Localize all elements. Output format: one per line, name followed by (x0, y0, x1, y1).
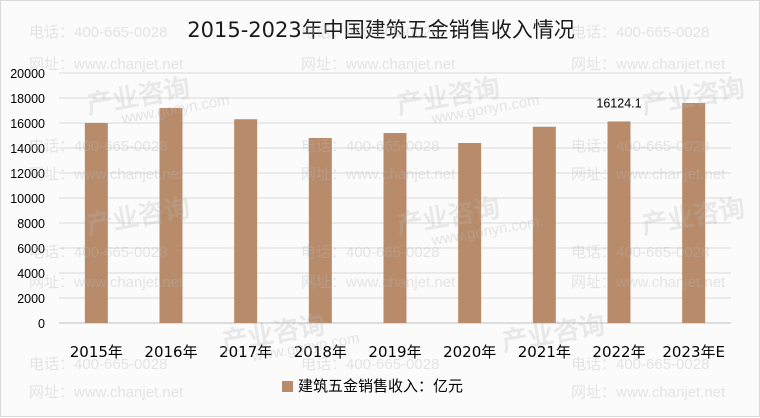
x-tick-label: 2019年 (368, 343, 421, 361)
x-tick-label: 2015年 (70, 343, 123, 361)
y-tick-label: 4000 (17, 267, 45, 281)
x-tick-label: 2020年 (443, 343, 496, 361)
bar (159, 108, 183, 323)
bar (84, 123, 108, 323)
y-tick-label: 10000 (10, 192, 45, 206)
x-axis: 2015年 2016年 2017年 2018年 2019年 2020年 2021年 2022年… (70, 343, 725, 361)
y-axis: 0 2000 4000 6000 8000 10000 12000 14000 16000 180… (10, 67, 45, 331)
data-label: 16124.1 (596, 96, 641, 110)
x-tick-label: 2022年 (592, 343, 645, 361)
bar (532, 126, 556, 323)
bar (458, 143, 482, 323)
bar (308, 138, 332, 323)
x-tick-label: 2018年 (294, 343, 347, 361)
bars (84, 103, 706, 323)
x-tick-label: 2017年 (219, 343, 272, 361)
y-tick-label: 18000 (10, 92, 45, 106)
y-tick-label: 14000 (10, 142, 45, 156)
y-tick-label: 12000 (10, 167, 45, 181)
y-tick-label: 16000 (10, 117, 45, 131)
bar (607, 121, 631, 323)
bar (383, 133, 407, 323)
bar (682, 103, 706, 323)
y-tick-label: 20000 (10, 67, 45, 81)
x-tick-label: 2021年 (518, 343, 571, 361)
y-tick-label: 2000 (17, 292, 45, 306)
chart-title: 2015-2023年中国建筑五金销售收入情况 (187, 18, 574, 42)
y-tick-label: 0 (38, 317, 45, 331)
data-labels: 16124.1 (596, 96, 641, 110)
x-tick-label: 2016年 (144, 343, 197, 361)
y-tick-label: 6000 (17, 242, 45, 256)
legend-label: 建筑五金销售收入：亿元 (298, 377, 463, 395)
legend: 建筑五金销售收入：亿元 (282, 377, 463, 395)
x-tick-label: 2023年E (662, 343, 725, 361)
y-tick-label: 8000 (17, 217, 45, 231)
legend-swatch (282, 381, 293, 392)
bar (234, 119, 258, 323)
